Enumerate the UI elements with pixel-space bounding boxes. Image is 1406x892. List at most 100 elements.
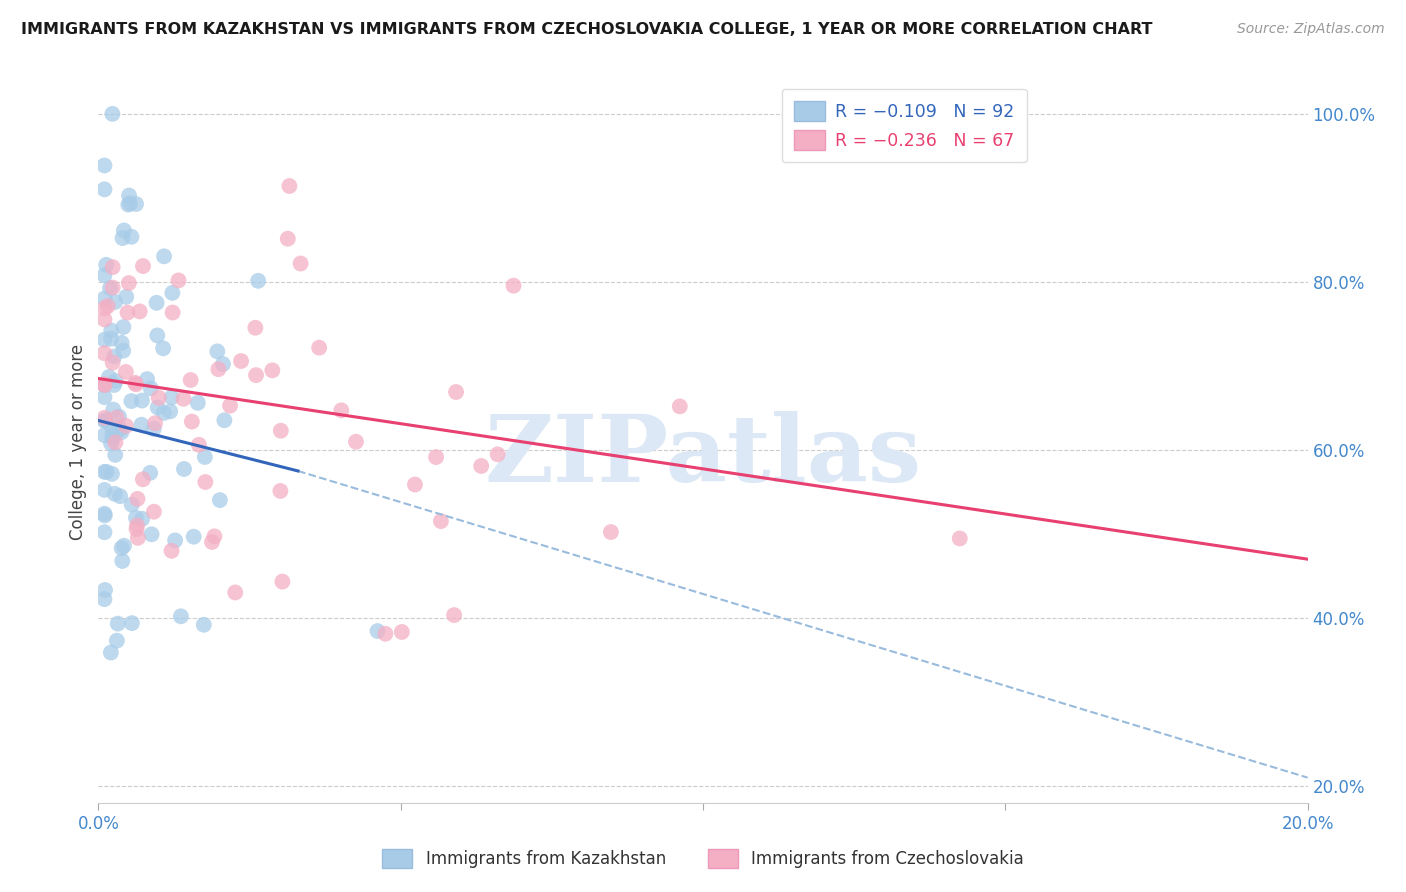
Point [111, 335, 134, 350]
Point [599, 524, 621, 539]
Text: Source: ZipAtlas.com: Source: ZipAtlas.com [1237, 22, 1385, 37]
Point [93, 507, 115, 521]
Point [194, 450, 217, 464]
Point [425, 450, 447, 464]
Point [101, 260, 124, 274]
Point [132, 259, 155, 273]
Point [430, 514, 453, 528]
Point [100, 324, 122, 338]
Point [502, 278, 524, 293]
Point [193, 617, 215, 632]
Point [143, 416, 166, 430]
Point [93, 333, 115, 347]
Point [180, 415, 202, 429]
Point [93, 378, 115, 392]
Point [101, 467, 124, 481]
Legend: Immigrants from Kazakhstan, Immigrants from Czechoslovakia: Immigrants from Kazakhstan, Immigrants f… [375, 842, 1031, 875]
Point [93, 346, 115, 360]
Point [101, 107, 124, 121]
Point [207, 362, 229, 376]
Point [104, 435, 127, 450]
Point [121, 616, 143, 631]
Point [105, 410, 128, 425]
Point [148, 391, 170, 405]
Point [145, 295, 167, 310]
Point [201, 535, 224, 549]
Point [105, 633, 128, 648]
Point [162, 285, 184, 300]
Point [162, 305, 184, 319]
Point [277, 232, 299, 246]
Point [112, 223, 135, 237]
Point [146, 328, 169, 343]
Point [187, 396, 209, 410]
Point [160, 543, 183, 558]
Point [104, 374, 127, 388]
Point [125, 510, 148, 524]
Point [101, 429, 124, 443]
Point [136, 372, 159, 386]
Point [101, 280, 124, 294]
Point [112, 539, 135, 553]
Point [949, 532, 972, 546]
Point [142, 505, 165, 519]
Point [93, 410, 115, 425]
Point [104, 487, 127, 501]
Point [127, 491, 149, 506]
Point [173, 462, 195, 476]
Point [125, 197, 148, 211]
Point [103, 378, 125, 392]
Point [224, 585, 246, 599]
Point [120, 394, 142, 409]
Point [165, 533, 187, 548]
Point [139, 381, 162, 395]
Point [124, 376, 146, 390]
Point [229, 354, 252, 368]
Legend: R = −0.109   N = 92, R = −0.236   N = 67: R = −0.109 N = 92, R = −0.236 N = 67 [782, 89, 1026, 162]
Point [146, 401, 169, 415]
Point [94, 582, 117, 597]
Point [94, 413, 117, 427]
Point [142, 422, 165, 436]
Point [152, 341, 174, 355]
Point [93, 301, 115, 316]
Point [125, 377, 148, 392]
Point [108, 409, 131, 424]
Point [100, 646, 122, 660]
Point [115, 418, 138, 433]
Point [111, 231, 134, 245]
Point [104, 295, 127, 310]
Point [212, 357, 235, 371]
Point [115, 365, 138, 379]
Point [107, 616, 129, 631]
Point [112, 343, 135, 358]
Point [132, 472, 155, 486]
Point [127, 518, 149, 533]
Point [278, 179, 301, 194]
Point [103, 402, 125, 417]
Point [127, 531, 149, 545]
Point [180, 373, 202, 387]
Point [111, 541, 134, 555]
Point [131, 393, 153, 408]
Point [93, 312, 115, 326]
Point [93, 268, 115, 283]
Point [107, 423, 129, 437]
Point [344, 434, 367, 449]
Point [108, 489, 131, 503]
Point [170, 609, 193, 624]
Point [183, 530, 205, 544]
Point [93, 525, 115, 540]
Point [160, 390, 183, 404]
Point [93, 592, 115, 607]
Point [96, 258, 118, 272]
Point [93, 483, 115, 497]
Point [153, 249, 176, 263]
Point [100, 436, 122, 450]
Point [93, 292, 115, 306]
Point [103, 350, 125, 364]
Point [204, 529, 226, 543]
Point [121, 229, 143, 244]
Point [391, 625, 413, 640]
Point [486, 447, 509, 461]
